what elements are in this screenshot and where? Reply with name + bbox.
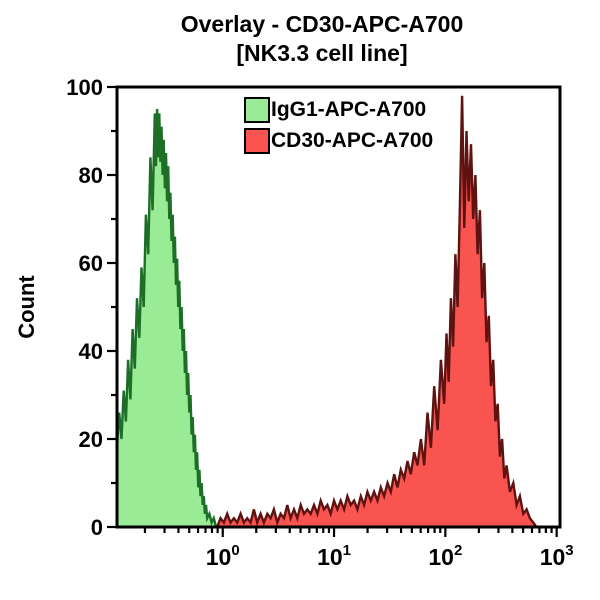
chart-title-line1: Overlay - CD30-APC-A700 — [180, 11, 464, 37]
legend-item-cd30: CD30-APC-A700 — [244, 128, 433, 154]
y-tick-label: 100 — [66, 75, 103, 100]
x-tick-label: 101 — [317, 542, 351, 570]
legend: IgG1-APC-A700 CD30-APC-A700 — [244, 97, 433, 154]
legend-label-cd30: CD30-APC-A700 — [271, 129, 434, 152]
series-igg1-apc-a700 — [115, 108, 218, 529]
x-tick-label: 103 — [540, 542, 574, 570]
x-tick-label: 100 — [206, 542, 240, 570]
series-cd30-apc-a700 — [215, 95, 540, 529]
legend-label-igg1: IgG1-APC-A700 — [271, 98, 427, 121]
chart-title: Overlay - CD30-APC-A700 [NK3.3 cell line… — [22, 10, 600, 68]
chart-title-line2: [NK3.3 cell line] — [236, 40, 408, 66]
y-tick-label: 0 — [91, 515, 103, 540]
x-tick-label: 102 — [428, 542, 462, 570]
y-tick-label: 60 — [79, 251, 103, 276]
legend-swatch-red — [244, 128, 270, 154]
y-axis-title: Count — [14, 275, 39, 339]
legend-swatch-green — [244, 97, 270, 123]
y-tick-label: 80 — [79, 163, 103, 188]
y-tick-label: 40 — [79, 339, 103, 364]
y-tick-label: 20 — [79, 427, 103, 452]
legend-item-igg1: IgG1-APC-A700 — [244, 97, 433, 123]
